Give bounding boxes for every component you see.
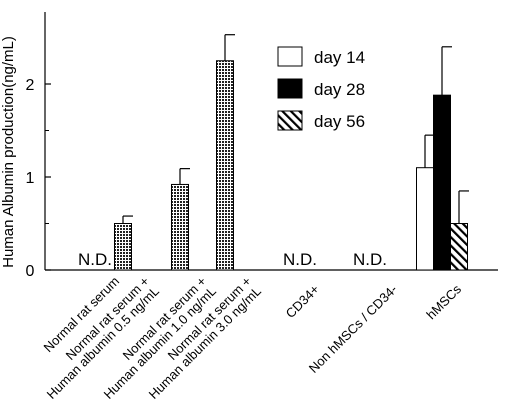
- bars: N.D. N.D. N.D.: [78, 34, 469, 271]
- legend-swatch: [277, 110, 303, 131]
- bar: [433, 94, 451, 271]
- category-label: Non hMSCs / CD34-: [306, 282, 400, 376]
- legend: day 14 day 28 day 56: [277, 46, 365, 131]
- category-label: hMSCs: [423, 281, 464, 322]
- legend-label: day 14: [314, 48, 365, 67]
- y-tick-label: 0: [26, 263, 35, 280]
- y-axis-label: Human Albumin production(ng/mL): [0, 36, 17, 268]
- not-detected-label: N.D.: [283, 250, 317, 269]
- bar: [416, 167, 434, 271]
- legend-swatch: [277, 46, 303, 67]
- bar: [216, 60, 234, 271]
- category-label: CD34+: [283, 282, 322, 321]
- legend-label: day 56: [314, 112, 365, 131]
- category-label-line: Non hMSCs / CD34-: [306, 282, 400, 376]
- legend-swatch: [277, 78, 303, 99]
- y-tick-label: 2: [26, 77, 35, 94]
- bar: [450, 223, 468, 271]
- category-label-line: CD34+: [283, 282, 322, 321]
- category-label-line: hMSCs: [423, 281, 464, 322]
- not-detected-label: N.D.: [78, 250, 112, 269]
- bar: [171, 183, 189, 271]
- legend-label: day 28: [314, 80, 365, 99]
- bar: [114, 223, 132, 271]
- y-tick-label: 1: [26, 170, 35, 187]
- not-detected-label: N.D.: [353, 250, 387, 269]
